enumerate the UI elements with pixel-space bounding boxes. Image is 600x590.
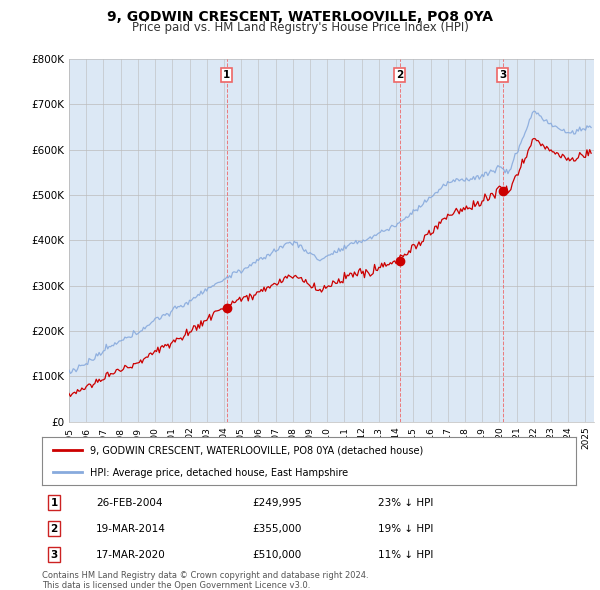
Text: 2: 2 (396, 70, 403, 80)
Text: 19% ↓ HPI: 19% ↓ HPI (378, 524, 433, 533)
Text: 9, GODWIN CRESCENT, WATERLOOVILLE, PO8 0YA: 9, GODWIN CRESCENT, WATERLOOVILLE, PO8 0… (107, 10, 493, 24)
Text: 17-MAR-2020: 17-MAR-2020 (96, 550, 166, 559)
Text: 1: 1 (223, 70, 230, 80)
Text: 23% ↓ HPI: 23% ↓ HPI (378, 498, 433, 507)
Text: 11% ↓ HPI: 11% ↓ HPI (378, 550, 433, 559)
Text: 1: 1 (50, 498, 58, 507)
Text: Price paid vs. HM Land Registry's House Price Index (HPI): Price paid vs. HM Land Registry's House … (131, 21, 469, 34)
Text: Contains HM Land Registry data © Crown copyright and database right 2024.
This d: Contains HM Land Registry data © Crown c… (42, 571, 368, 590)
Text: HPI: Average price, detached house, East Hampshire: HPI: Average price, detached house, East… (90, 468, 348, 478)
Text: 19-MAR-2014: 19-MAR-2014 (96, 524, 166, 533)
Text: 9, GODWIN CRESCENT, WATERLOOVILLE, PO8 0YA (detached house): 9, GODWIN CRESCENT, WATERLOOVILLE, PO8 0… (90, 445, 424, 455)
Text: £510,000: £510,000 (252, 550, 301, 559)
Text: 3: 3 (50, 550, 58, 559)
Text: £355,000: £355,000 (252, 524, 301, 533)
Text: 26-FEB-2004: 26-FEB-2004 (96, 498, 163, 507)
Text: 3: 3 (499, 70, 506, 80)
Text: £249,995: £249,995 (252, 498, 302, 507)
Text: 2: 2 (50, 524, 58, 533)
